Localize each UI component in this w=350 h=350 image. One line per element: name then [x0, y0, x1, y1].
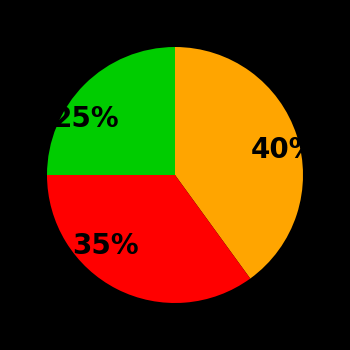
- Wedge shape: [47, 175, 250, 303]
- Text: 35%: 35%: [72, 232, 139, 260]
- Text: 40%: 40%: [251, 136, 317, 164]
- Wedge shape: [47, 47, 175, 175]
- Text: 25%: 25%: [52, 105, 119, 133]
- Wedge shape: [175, 47, 303, 279]
